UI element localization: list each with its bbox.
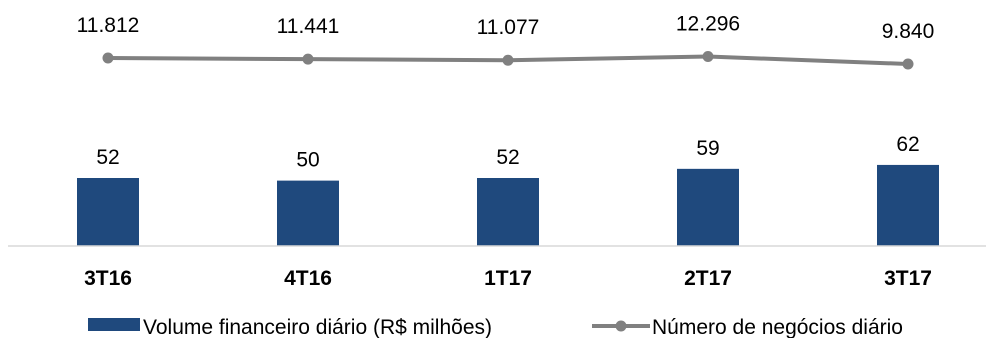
x-tick-label: 1T17 — [484, 267, 532, 290]
line-point — [102, 52, 114, 64]
line-point — [502, 54, 514, 66]
bar — [77, 178, 139, 246]
legend-bar-swatch — [88, 318, 140, 331]
line-value-label: 11.077 — [477, 16, 540, 39]
line-value-label: 11.812 — [77, 14, 140, 37]
bar-data-labels: 52 50 52 59 62 — [96, 133, 919, 172]
line-value-label: 11.441 — [277, 15, 340, 38]
line-point — [902, 58, 914, 70]
legend-line-label: Número de negócios diário — [652, 316, 903, 338]
x-axis-tick-labels: 3T16 4T16 1T17 2T17 3T17 — [84, 267, 932, 290]
x-tick-label: 2T17 — [684, 267, 732, 290]
bar-value-label: 52 — [96, 146, 119, 169]
line-data-labels: 11.812 11.441 11.077 12.296 9.840 — [77, 13, 935, 43]
bar-series — [77, 164, 939, 246]
line-value-label: 9.840 — [882, 20, 935, 43]
x-tick-label: 3T17 — [884, 267, 932, 290]
bar-value-label: 52 — [496, 146, 519, 169]
line-value-label: 12.296 — [676, 13, 740, 36]
bar — [677, 168, 739, 246]
bar — [277, 180, 339, 246]
x-tick-label: 3T16 — [84, 267, 132, 290]
x-tick-label: 4T16 — [284, 267, 332, 290]
line-point — [702, 51, 714, 63]
bar — [477, 178, 539, 246]
line-series — [102, 51, 914, 70]
legend: Volume financeiro diário (R$ milhões) Nú… — [88, 316, 903, 338]
legend-bar-label: Volume financeiro diário (R$ milhões) — [143, 316, 492, 338]
line-point — [302, 53, 314, 65]
bar — [877, 164, 939, 246]
bar-value-label: 62 — [896, 133, 919, 156]
bar-value-label: 59 — [696, 137, 719, 160]
bar-value-label: 50 — [296, 149, 319, 172]
legend-line-marker — [615, 320, 627, 332]
